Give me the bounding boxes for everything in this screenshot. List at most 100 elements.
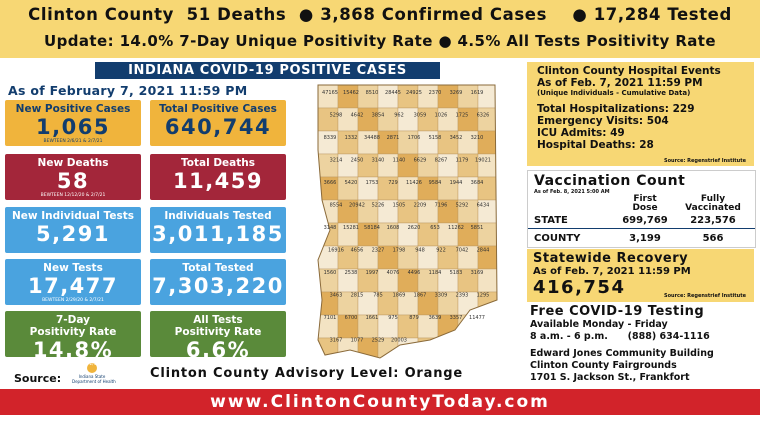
county xyxy=(437,85,459,109)
county-count: 948 xyxy=(415,248,425,254)
stat-tile: 7-Day Positivity Rate 14.8% BEWTEEN 1/28/2… xyxy=(5,311,141,367)
vaccination-value: 3,199 xyxy=(629,233,661,244)
tile-value: 14.8% xyxy=(32,338,114,362)
county-count: 4076 xyxy=(387,270,400,276)
testing: Free COVID-19 Testing Available Monday -… xyxy=(530,304,755,384)
county xyxy=(377,107,399,132)
county-count: 20942 xyxy=(349,203,365,209)
county-count: 5292 xyxy=(456,203,469,209)
county-count: 3463 xyxy=(330,293,343,299)
stat-tile: New Tests 17,477 BEWTEEN 2/29/20 & 2/7/21 xyxy=(5,259,141,305)
hospital-subtitle: (Unique Individuals - Cumulative Data) xyxy=(537,89,691,97)
county-count: 1140 xyxy=(393,158,406,164)
county-count: 1706 xyxy=(408,135,421,141)
county-count: 7042 xyxy=(456,248,469,254)
county xyxy=(337,85,359,109)
county xyxy=(397,107,419,132)
county xyxy=(417,107,439,132)
county-count: 922 xyxy=(436,248,446,254)
county xyxy=(417,85,439,109)
row-label: COUNTY xyxy=(534,233,581,244)
county-count: 5420 xyxy=(345,180,358,186)
stat-tile: Individuals Tested 3,011,185 xyxy=(150,207,286,253)
county-count: 4642 xyxy=(351,113,364,119)
county-count: 2815 xyxy=(351,293,364,299)
county xyxy=(437,107,459,132)
county-count: 1179 xyxy=(456,158,469,164)
column-header: Fully Vaccinated xyxy=(685,194,741,213)
county-count: 8554 xyxy=(330,203,343,209)
county-count: 11477 xyxy=(469,315,485,321)
county-count: 5158 xyxy=(429,135,442,141)
county-count: 785 xyxy=(373,293,383,299)
tile-label: Total Tested xyxy=(182,262,254,274)
tile-value: 17,477 xyxy=(27,274,119,298)
county xyxy=(377,85,399,109)
county-count: 28445 xyxy=(385,90,401,96)
county-count: 3169 xyxy=(471,270,484,276)
county-count: 16916 xyxy=(328,248,344,254)
county-count: 1608 xyxy=(387,225,400,231)
url: www.ClintonCountyToday.com xyxy=(0,389,760,415)
county-count: 58184 xyxy=(364,225,380,231)
source: Source: Regenstrief Institute xyxy=(663,293,746,299)
county-count: 2529 xyxy=(372,338,385,344)
county-count: 1869 xyxy=(393,293,406,299)
county-count: 3639 xyxy=(429,315,442,321)
county-count: 8267 xyxy=(435,158,448,164)
testing-location: Clinton County Fairgrounds xyxy=(530,360,677,371)
county-count: 7101 xyxy=(324,315,337,321)
testing-line: Available Monday - Friday xyxy=(530,319,668,330)
county-count: 2209 xyxy=(414,203,427,209)
county-count: 962 xyxy=(394,113,404,119)
county-count: 3684 xyxy=(471,180,484,186)
county-count: 3214 xyxy=(330,158,343,164)
tile-note: BEWTEEN 1/26/20 & 2/3/21 xyxy=(187,362,249,367)
hospital-title: Clinton County Hospital Events xyxy=(537,65,721,77)
tile-note: BEWTEEN 2/29/20 & 2/7/21 xyxy=(42,298,104,303)
county xyxy=(318,85,339,109)
map: 47165 15462 8510 28445 24925 2370 3269 1619 5298… xyxy=(317,84,498,359)
county-count: 2327 xyxy=(372,248,385,254)
county-count: 1619 xyxy=(471,90,484,96)
county xyxy=(397,85,419,109)
county-count: 3210 xyxy=(471,135,484,141)
county-count: 9584 xyxy=(429,180,442,186)
recovery-value: 416,754 xyxy=(533,277,626,298)
vaccination-date: As of Feb. 8, 2021 5:00 AM xyxy=(534,189,610,195)
county-count: 3666 xyxy=(324,180,337,186)
tile-value: 3,011,185 xyxy=(152,222,284,246)
county-count: 1026 xyxy=(435,113,448,119)
county-count: 47165 xyxy=(322,90,338,96)
tile-label: Total Positive Cases xyxy=(159,103,277,115)
county-count: 2393 xyxy=(456,293,469,299)
county-count: 1997 xyxy=(366,270,379,276)
source: Source: Regenstrief Institute xyxy=(663,158,746,164)
tile-note: BEWTEEN 1/28/21 & 2/3/21 xyxy=(42,362,104,367)
county xyxy=(357,107,379,132)
logo-text: Indiana State Department of Health xyxy=(72,374,116,384)
tile-label: New Individual Tests xyxy=(12,210,134,222)
testing-location: 1701 S. Jackson St., Frankfort xyxy=(530,372,690,383)
county-count: 1753 xyxy=(366,180,379,186)
hospital-line: ICU Admits: 49 xyxy=(537,127,625,139)
county-count: 1798 xyxy=(393,248,406,254)
county xyxy=(318,107,339,132)
county-count: 1867 xyxy=(414,293,427,299)
county-count: 6326 xyxy=(477,113,490,119)
recovery-date: As of Feb. 7, 2021 11:59 PM xyxy=(533,266,691,277)
tile-value: 11,459 xyxy=(172,169,264,193)
county-count: 2450 xyxy=(351,158,364,164)
tile-label: 7-Day Positivity Rate xyxy=(29,314,117,338)
county xyxy=(477,337,497,358)
county-count: 1077 xyxy=(351,338,364,344)
county-count: 2871 xyxy=(387,135,400,141)
county xyxy=(357,85,379,109)
county-count: 6434 xyxy=(477,203,490,209)
vaccination-value: 223,576 xyxy=(690,215,736,226)
as-of: As of February 7, 2021 11:59 PM xyxy=(8,83,248,98)
county-count: 3269 xyxy=(450,90,463,96)
stat-tile: New Positive Cases 1,065 BEWTEEN 2/6/21 & … xyxy=(5,100,141,146)
county-count: 7196 xyxy=(435,203,448,209)
county-count: 11426 xyxy=(406,180,422,186)
